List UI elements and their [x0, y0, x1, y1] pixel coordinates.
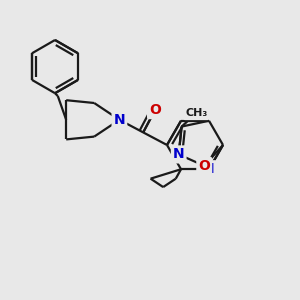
- Text: CH₃: CH₃: [185, 109, 207, 118]
- Text: O: O: [149, 103, 161, 117]
- Text: N: N: [203, 162, 215, 176]
- Text: O: O: [198, 159, 210, 173]
- Text: N: N: [114, 113, 125, 127]
- Text: N: N: [173, 147, 184, 161]
